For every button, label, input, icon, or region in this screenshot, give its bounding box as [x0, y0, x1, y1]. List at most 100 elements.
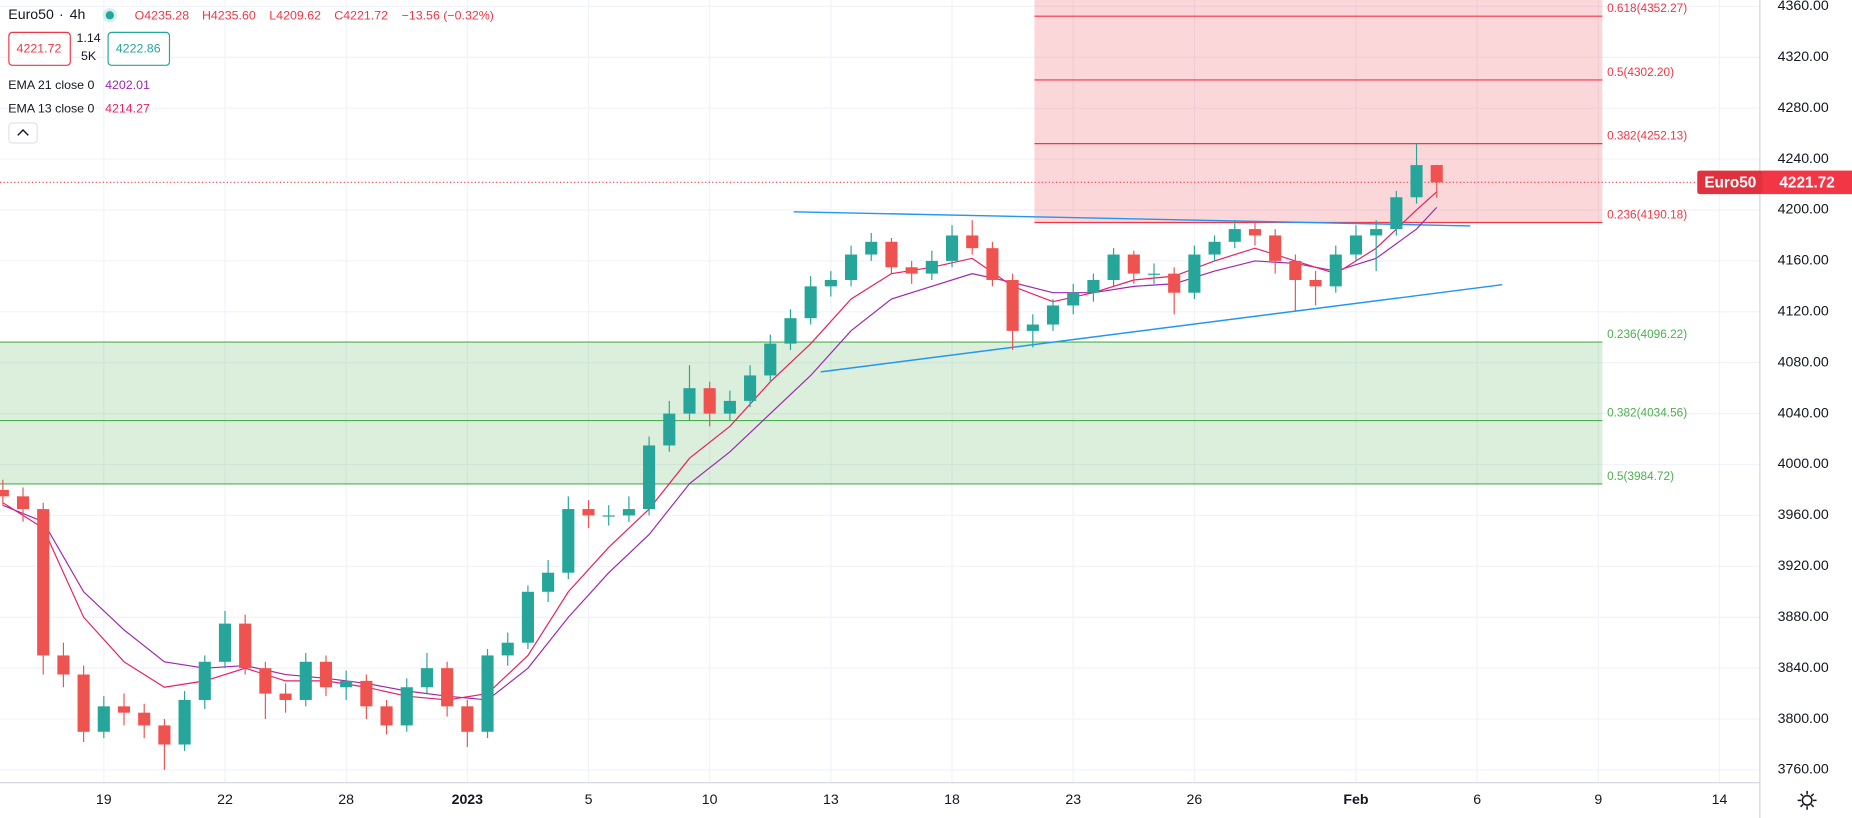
candle-body — [764, 343, 777, 376]
candle-body — [865, 241, 878, 255]
candle-body — [542, 572, 555, 592]
candle-body — [441, 668, 454, 707]
candle-body — [1329, 254, 1342, 287]
fib-label: 0.236(4096.22) — [1607, 328, 1687, 341]
candle-body — [966, 235, 979, 249]
candle-body — [1147, 273, 1161, 275]
candle-body — [1430, 165, 1443, 183]
indicator-name: EMA 13 close 0 — [8, 102, 94, 116]
candle-body — [1026, 324, 1039, 331]
x-tick-label: 22 — [217, 791, 233, 807]
sell-button[interactable] — [8, 31, 71, 66]
bid: 4221.72 — [17, 42, 62, 56]
y-tick-label: 3960.00 — [1778, 506, 1829, 522]
y-tick-label: 4000.00 — [1778, 455, 1829, 471]
candle-body — [1228, 229, 1241, 242]
x-tick-label: 13 — [823, 791, 839, 807]
candle-body — [1269, 235, 1282, 261]
candle-body — [1309, 279, 1322, 287]
y-tick-label: 3760.00 — [1778, 761, 1829, 777]
candle-body — [844, 254, 858, 280]
x-tick-label: Feb — [1343, 791, 1369, 807]
fib-label: 0.618(4352.27) — [1607, 2, 1687, 15]
trendline — [820, 283, 1503, 373]
change: −13.56 (−0.32%) — [402, 9, 494, 23]
x-tick-label: 9 — [1594, 791, 1602, 807]
candle-body — [57, 655, 70, 675]
candle-body — [198, 661, 211, 700]
price-tag-symbol — [1697, 170, 1764, 195]
candle-body — [1370, 229, 1383, 236]
ohlc-open: O4235.28 — [135, 9, 190, 23]
candle-body — [1410, 165, 1423, 198]
legend: Euro50 · 4h O4235.28 H4235.60 L4209.62 C… — [8, 6, 494, 144]
candle-body — [420, 668, 434, 688]
spread: 1.14 — [77, 31, 101, 45]
collapse-icon — [17, 129, 29, 136]
ask: 4222.86 — [116, 42, 161, 56]
price-axis — [1759, 0, 1852, 818]
candle-body — [804, 286, 817, 319]
interval: 4h — [70, 6, 86, 22]
fib-label: 0.5(4302.20) — [1607, 66, 1674, 79]
candle-body — [97, 706, 110, 732]
fib-zone — [1034, 0, 1603, 223]
settings-icon[interactable] — [1797, 790, 1817, 810]
x-tick-label: 5 — [585, 791, 593, 807]
buy-button[interactable] — [107, 31, 171, 66]
candle-body — [723, 400, 736, 414]
axes: 3760.00 3800.00 3840.00 3880.00 3920.00 3960.… — [96, 0, 1852, 807]
plot-area: 0.236(4190.18) 0.382(4252.13) 0.5(4302.20)… — [0, 0, 1760, 783]
candle-body — [1046, 305, 1060, 325]
y-tick-label: 4280.00 — [1778, 99, 1829, 115]
candle-body — [299, 661, 312, 700]
y-tick-label: 3840.00 — [1778, 659, 1829, 675]
y-tick-label: 4240.00 — [1778, 150, 1829, 166]
candle-body — [1248, 229, 1262, 236]
candle-body — [360, 680, 373, 707]
candle-body — [703, 388, 716, 414]
candle-body — [178, 699, 191, 745]
price-tag — [1762, 170, 1852, 195]
candle-body — [1208, 241, 1221, 255]
y-tick-label: 4360.00 — [1778, 0, 1829, 13]
candle-body — [643, 445, 656, 510]
candle-body — [16, 496, 30, 510]
x-tick-label: 6 — [1473, 791, 1481, 807]
x-tick-label: 2023 — [452, 791, 484, 807]
x-tick-label: 19 — [96, 791, 112, 807]
candle-body — [1127, 254, 1140, 274]
candle-body — [1168, 273, 1181, 293]
candle-body — [925, 260, 938, 274]
candle-body — [1087, 279, 1100, 293]
collapse-button[interactable] — [8, 122, 38, 144]
price-tag-symbol-label: Euro50 — [1704, 175, 1756, 192]
candle-body — [663, 413, 676, 446]
fib-label: 0.236(4190.18) — [1607, 209, 1687, 222]
fib-label: 0.382(4252.13) — [1607, 130, 1687, 143]
candle-body — [1289, 260, 1302, 280]
candle-body — [380, 706, 393, 726]
candle-body — [986, 248, 999, 280]
separator: · — [59, 6, 64, 22]
trendline — [793, 211, 1471, 227]
y-tick-label: 3920.00 — [1778, 557, 1829, 573]
candle-body — [319, 661, 333, 688]
candle-body — [945, 235, 959, 261]
candle-body — [461, 706, 474, 732]
y-tick-label: 4040.00 — [1778, 404, 1829, 420]
candle-body — [501, 642, 514, 656]
ohlc-high: H4235.60 — [202, 9, 256, 23]
candle-body — [1067, 292, 1080, 306]
candle-body — [824, 279, 837, 287]
time-axis — [0, 782, 1760, 818]
candle-body — [562, 509, 575, 573]
x-tick-label: 18 — [944, 791, 960, 807]
ohlc-close: C4221.72 — [334, 9, 388, 23]
candle-body — [1188, 254, 1201, 293]
candle-body — [279, 693, 292, 700]
candle-body — [0, 489, 9, 497]
candle-body — [37, 509, 50, 656]
candle-body — [602, 515, 615, 517]
candle-body — [138, 712, 151, 726]
